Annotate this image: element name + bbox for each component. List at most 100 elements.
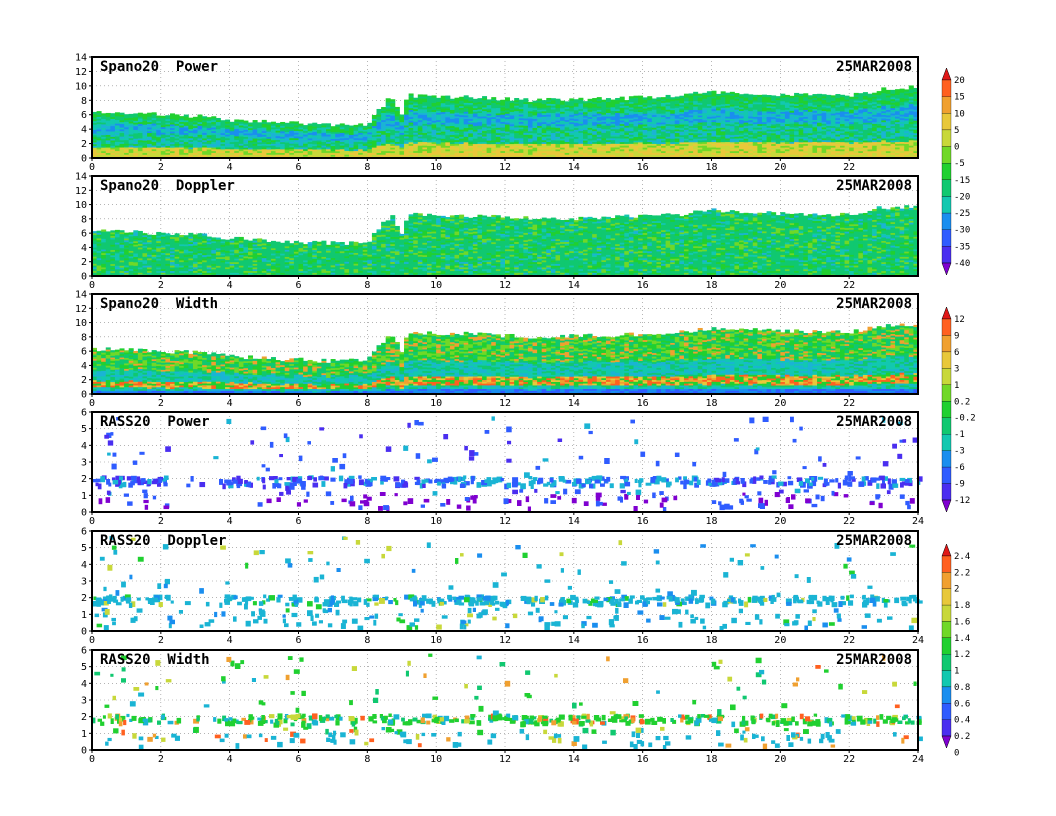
heatmap-cell [92, 126, 97, 129]
heatmap-cell [688, 93, 694, 96]
heatmap-cell [96, 120, 102, 123]
heatmap-cell [137, 150, 143, 153]
heatmap-cell [119, 119, 125, 123]
heatmap-cell [133, 113, 139, 116]
heatmap-cell [147, 139, 153, 143]
heatmap-cell [142, 131, 148, 134]
heatmap-cell [229, 121, 235, 125]
heatmap-cell [92, 136, 97, 139]
heatmap-cell [147, 132, 153, 135]
heatmap-cell [477, 98, 483, 101]
heatmap-cell [137, 141, 143, 144]
heatmap-cell [92, 145, 97, 148]
heatmap-cell [101, 140, 107, 143]
heatmap-cell [615, 98, 621, 101]
heatmap-cell [105, 138, 111, 141]
heatmap-cell [821, 94, 827, 97]
heatmap-cell [147, 136, 153, 139]
heatmap-cell [114, 134, 120, 137]
heatmap-cell [96, 121, 102, 125]
heatmap-cell [491, 97, 497, 100]
heatmap-cell [206, 117, 212, 120]
heatmap-cell [505, 97, 510, 100]
heatmap-cell [596, 97, 602, 100]
heatmap-cell [96, 152, 102, 155]
heatmap-cell [101, 127, 107, 130]
heatmap-cell [142, 133, 148, 136]
heatmap-cell [110, 127, 116, 130]
heatmap-cell [114, 143, 120, 146]
heatmap-cell [151, 134, 157, 137]
heatmap-cell [119, 112, 125, 115]
heatmap-cell [137, 148, 143, 152]
heatmap-cell [124, 137, 130, 141]
heatmap-cell [151, 143, 157, 146]
heatmap-cell [92, 111, 97, 115]
heatmap-cell [142, 147, 148, 150]
heatmap-cell [156, 135, 162, 138]
heatmap-cell [335, 124, 341, 127]
heatmap-cell [96, 136, 102, 139]
heatmap-cell [101, 141, 107, 145]
heatmap-cell [92, 142, 97, 145]
heatmap-cell [92, 119, 97, 122]
heatmap-cell [761, 94, 767, 97]
heatmap-cell [133, 145, 139, 148]
heatmap-cell [142, 149, 148, 152]
heatmap-cell [151, 147, 157, 150]
heatmap-cell [92, 149, 97, 152]
heatmap-cell [326, 123, 332, 126]
heatmap-cell [156, 152, 162, 155]
heatmap-cell [92, 133, 97, 136]
heatmap-cell [725, 92, 731, 95]
heatmap-cell [289, 121, 295, 124]
heatmap-cell [849, 96, 855, 99]
heatmap-cell [651, 98, 657, 101]
heatmap-cell [633, 95, 639, 98]
heatmap-cell [92, 113, 97, 116]
heatmap-cell [142, 138, 148, 141]
heatmap-cell [128, 137, 134, 141]
heatmap-cell [147, 130, 153, 134]
heatmap-cell [137, 154, 143, 157]
heatmap-cell [381, 107, 387, 110]
heatmap-cell [96, 143, 102, 146]
heatmap-cell [693, 91, 699, 95]
heatmap-cell [124, 148, 130, 152]
heatmap-cell [348, 125, 354, 128]
heatmap-cell [110, 147, 116, 150]
heatmap-cell [601, 99, 607, 102]
heatmap-cell [105, 143, 111, 146]
heatmap-cell [555, 98, 561, 101]
heatmap-cell [151, 137, 157, 141]
heatmap-cell [124, 114, 130, 117]
heatmap-cell [133, 138, 139, 141]
heatmap-cell [105, 139, 111, 143]
heatmap-cell [147, 121, 153, 124]
heatmap-cell [128, 124, 134, 128]
heatmap-cell [105, 132, 111, 135]
heatmap-cell [739, 94, 745, 97]
heatmap-cell [142, 117, 148, 120]
heatmap-cell [119, 152, 125, 155]
heatmap-cell [220, 120, 226, 123]
heatmap-cell [105, 136, 111, 139]
heatmap-cell [101, 136, 107, 139]
heatmap-cell [431, 95, 437, 98]
heatmap-cell [147, 154, 153, 157]
heatmap-cell [156, 136, 162, 139]
heatmap-cell [119, 147, 125, 150]
heatmap-cell [137, 139, 143, 143]
heatmap-cell [426, 95, 432, 98]
heatmap-cell [757, 94, 763, 98]
heatmap-cell [165, 115, 171, 118]
heatmap-cell [133, 140, 139, 143]
heatmap-cell [92, 150, 97, 154]
heatmap-cell [110, 141, 116, 145]
heatmap-cell [344, 124, 350, 128]
heatmap-cell [211, 116, 217, 119]
heatmap-cell [96, 154, 102, 157]
heatmap-cell [266, 122, 272, 125]
heatmap-cell [110, 114, 116, 118]
